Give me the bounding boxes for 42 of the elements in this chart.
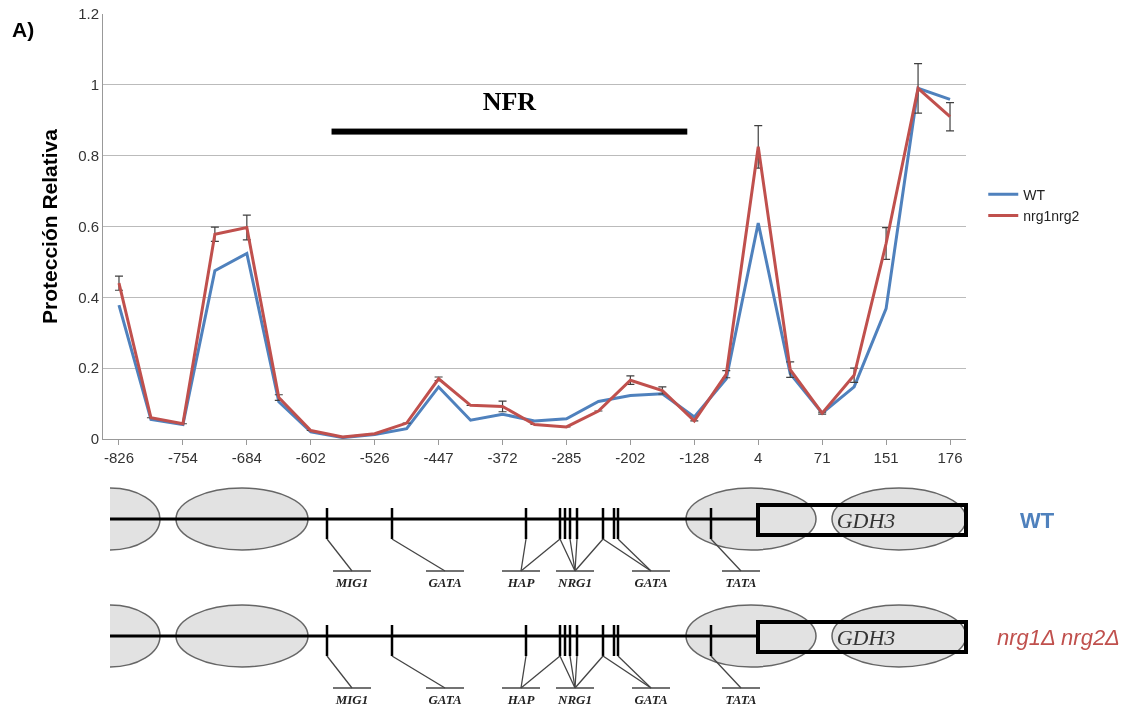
text: GATA [634,575,668,590]
x-tick-label: 71 [813,449,831,466]
text: NRG1 [557,575,592,590]
x-tick-label: 176 [937,449,963,466]
y-tick-label: 0.6 [78,217,99,235]
y-axis-title: Protección Relativa [38,128,62,324]
text: nrg1Δ nrg2Δ [997,625,1120,650]
x-tick-label: -202 [615,449,646,466]
x-tick-label: -826 [103,449,134,466]
x-tick-label: -372 [487,449,518,466]
x-tick-label: -285 [551,449,582,466]
annotation: NFR [482,86,537,116]
y-tick-label: 0.2 [78,359,99,377]
text: GDH3 [836,625,896,650]
y-tick-label: 0.4 [78,288,99,306]
text: NRG1 [558,692,592,707]
x-tick-label: 4 [754,449,763,466]
y-tick-label: 0 [90,430,99,448]
text: WT [1020,508,1055,533]
text: TATA [725,575,757,590]
x-tick-label: 151 [873,449,899,466]
legend-label: WT [1023,186,1046,203]
text: MIG1 [334,575,369,590]
text: A) [12,18,35,41]
text: GATA [428,692,462,707]
x-tick-label: -128 [679,449,710,466]
y-tick-label: 1.2 [78,5,99,23]
text: GATA [634,692,668,707]
x-tick-label: -602 [295,449,326,466]
text: MIG1 [335,692,369,707]
text: HAP [506,575,536,590]
text: HAP [507,692,535,707]
x-tick-label: -684 [231,449,262,466]
y-tick-label: 0.8 [78,146,99,164]
text: GATA [428,575,462,590]
x-tick-label: -754 [167,449,198,466]
x-tick-label: -526 [359,449,390,466]
x-tick-label: -447 [423,449,454,466]
text: TATA [725,692,757,707]
legend-label: nrg1nrg2 [1023,208,1080,225]
text: GDH3 [836,508,896,533]
y-tick-label: 1 [90,76,99,94]
